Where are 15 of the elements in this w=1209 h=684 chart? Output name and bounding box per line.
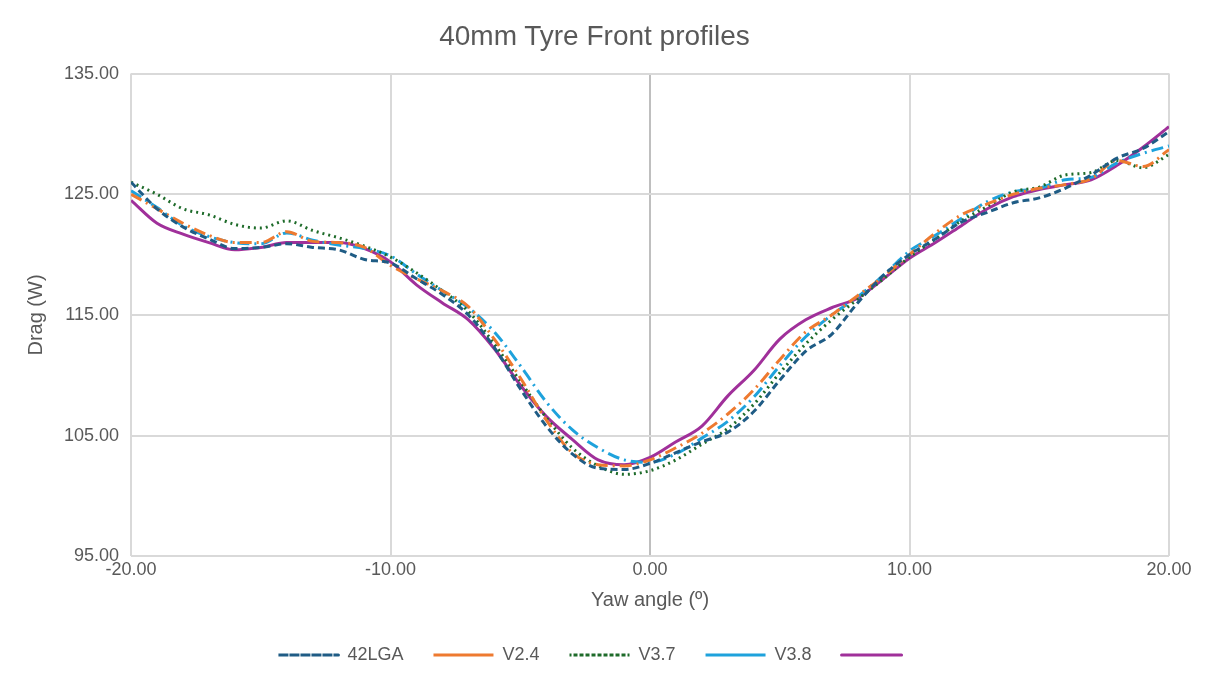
x-tick-label: 0.00 — [632, 559, 668, 580]
legend-label: V3.7 — [638, 643, 676, 664]
legend-label: V3.8 — [774, 643, 812, 664]
x-tick-label: 10.00 — [886, 559, 933, 580]
y-tick-label: 135.00 — [63, 62, 120, 83]
legend-label: V2.4 — [502, 643, 540, 664]
chart-title: 40mm Tyre Front profiles — [439, 19, 750, 51]
x-axis-title: Yaw angle (º) — [590, 587, 710, 610]
y-tick-label: 105.00 — [63, 424, 120, 445]
legend-label: 42LGA — [347, 643, 404, 664]
y-tick-label: 125.00 — [63, 183, 120, 204]
y-axis-title: Drag (W) — [23, 274, 46, 356]
x-tick-label: 20.00 — [1146, 559, 1192, 580]
y-tick-label: 115.00 — [65, 303, 120, 324]
x-tick-label: -10.00 — [365, 559, 417, 580]
